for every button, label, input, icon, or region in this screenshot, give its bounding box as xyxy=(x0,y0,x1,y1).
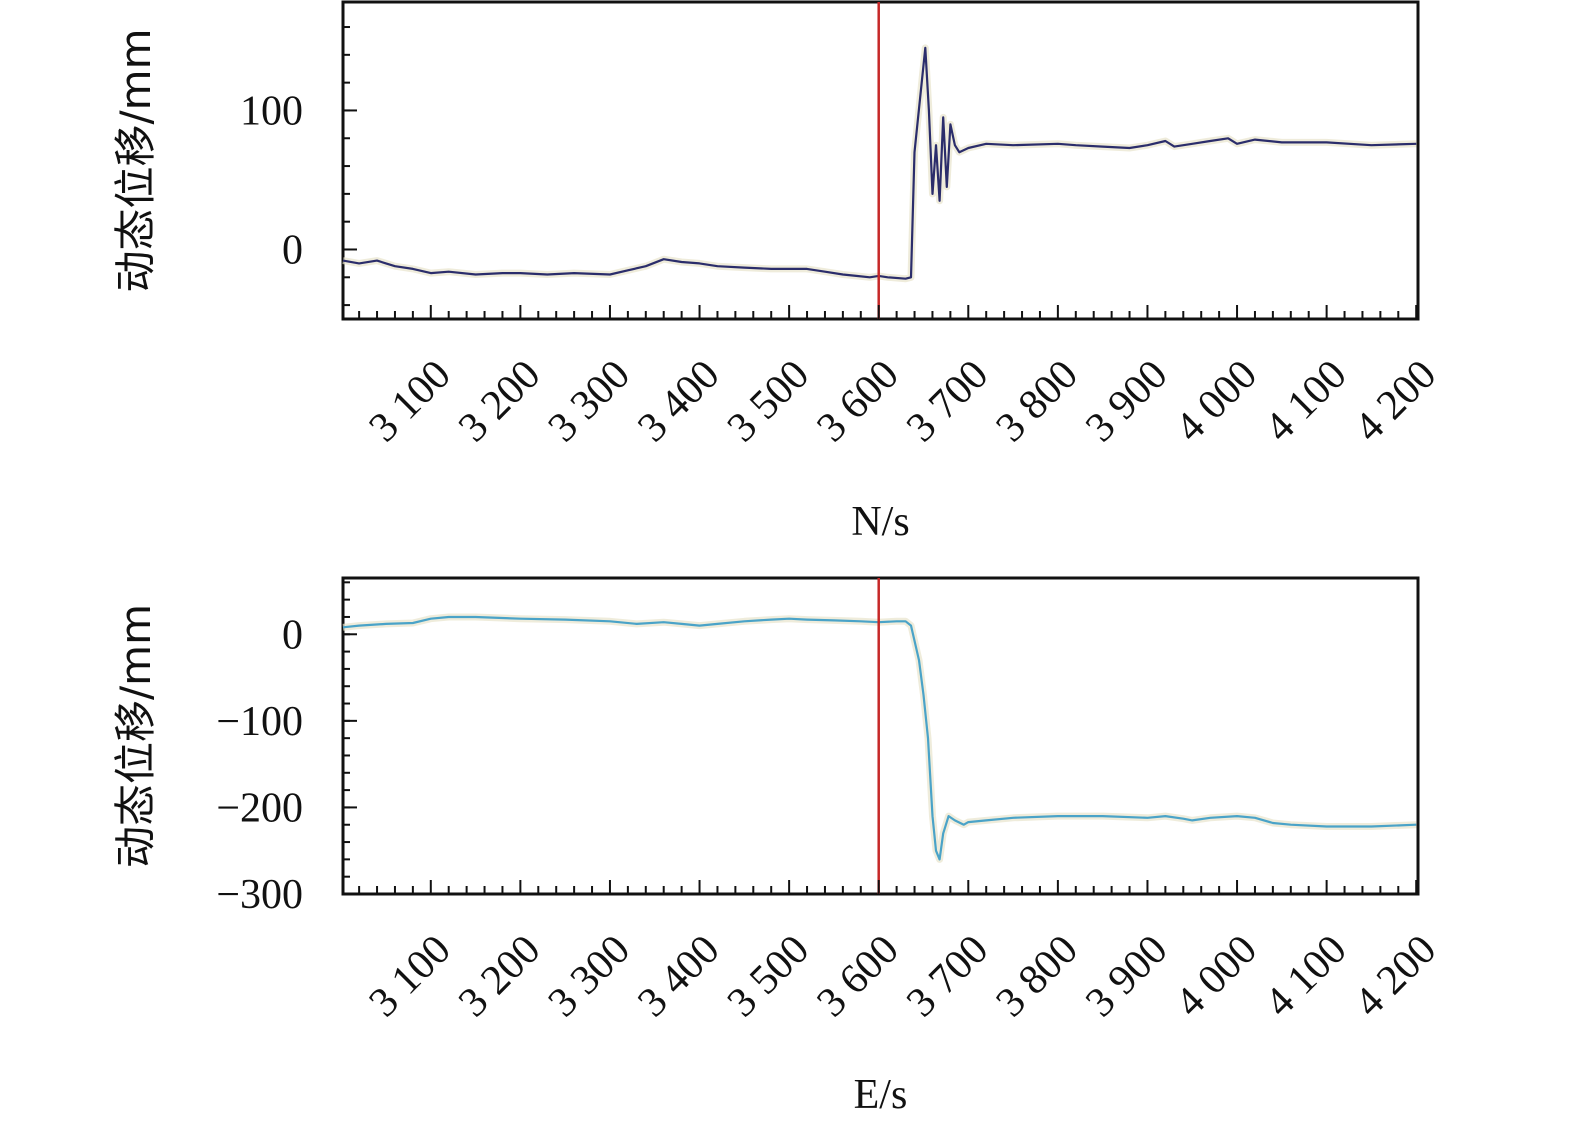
x-tick-label: 3 400 xyxy=(629,352,728,451)
plot-frame xyxy=(341,0,1420,321)
x-tick-label: 3 600 xyxy=(808,352,907,451)
x-tick-label: 3 600 xyxy=(808,927,907,1026)
x-tick-label: 3 500 xyxy=(719,352,818,451)
x-tick-label: 4 000 xyxy=(1167,352,1266,451)
x-tick-label: 3 100 xyxy=(361,352,460,451)
x-tick-label: 3 700 xyxy=(898,352,997,451)
x-tick-label: 3 200 xyxy=(450,352,549,451)
y-axis-label: 动态位移/mm xyxy=(111,604,160,868)
x-tick-label: 3 900 xyxy=(1077,352,1176,451)
x-axis-label: N/s xyxy=(851,499,909,545)
x-tick-label: 3 100 xyxy=(361,927,460,1026)
x-tick-label: 3 800 xyxy=(988,352,1087,451)
series-line xyxy=(342,46,1417,280)
x-tick-label: 3 800 xyxy=(988,927,1087,1026)
y-tick-label: −200 xyxy=(216,785,303,831)
x-tick-label: 3 700 xyxy=(898,927,997,1026)
x-tick-label: 3 500 xyxy=(719,927,818,1026)
x-tick-label: 3 400 xyxy=(629,927,728,1026)
x-tick-label: 3 200 xyxy=(450,927,549,1026)
x-tick-label: 4 100 xyxy=(1256,927,1355,1026)
y-tick-label: 100 xyxy=(240,88,303,134)
y-tick-label: 0 xyxy=(282,227,303,273)
x-tick-label: 3 900 xyxy=(1077,927,1176,1026)
x-tick-label: 3 300 xyxy=(540,927,639,1026)
series-line xyxy=(342,615,1417,861)
x-tick-label: 4 200 xyxy=(1346,352,1445,451)
x-tick-label: 3 300 xyxy=(540,352,639,451)
y-tick-label: 0 xyxy=(282,612,303,658)
x-tick-label: 4 000 xyxy=(1167,927,1266,1026)
y-tick-label: −300 xyxy=(216,872,303,918)
plot-frame xyxy=(341,576,1420,896)
x-tick-label: 4 100 xyxy=(1256,352,1355,451)
y-tick-label: −100 xyxy=(216,699,303,745)
x-axis-label: E/s xyxy=(854,1072,908,1118)
y-axis-label: 动态位移/mm xyxy=(111,29,160,293)
x-tick-label: 4 200 xyxy=(1346,927,1445,1026)
